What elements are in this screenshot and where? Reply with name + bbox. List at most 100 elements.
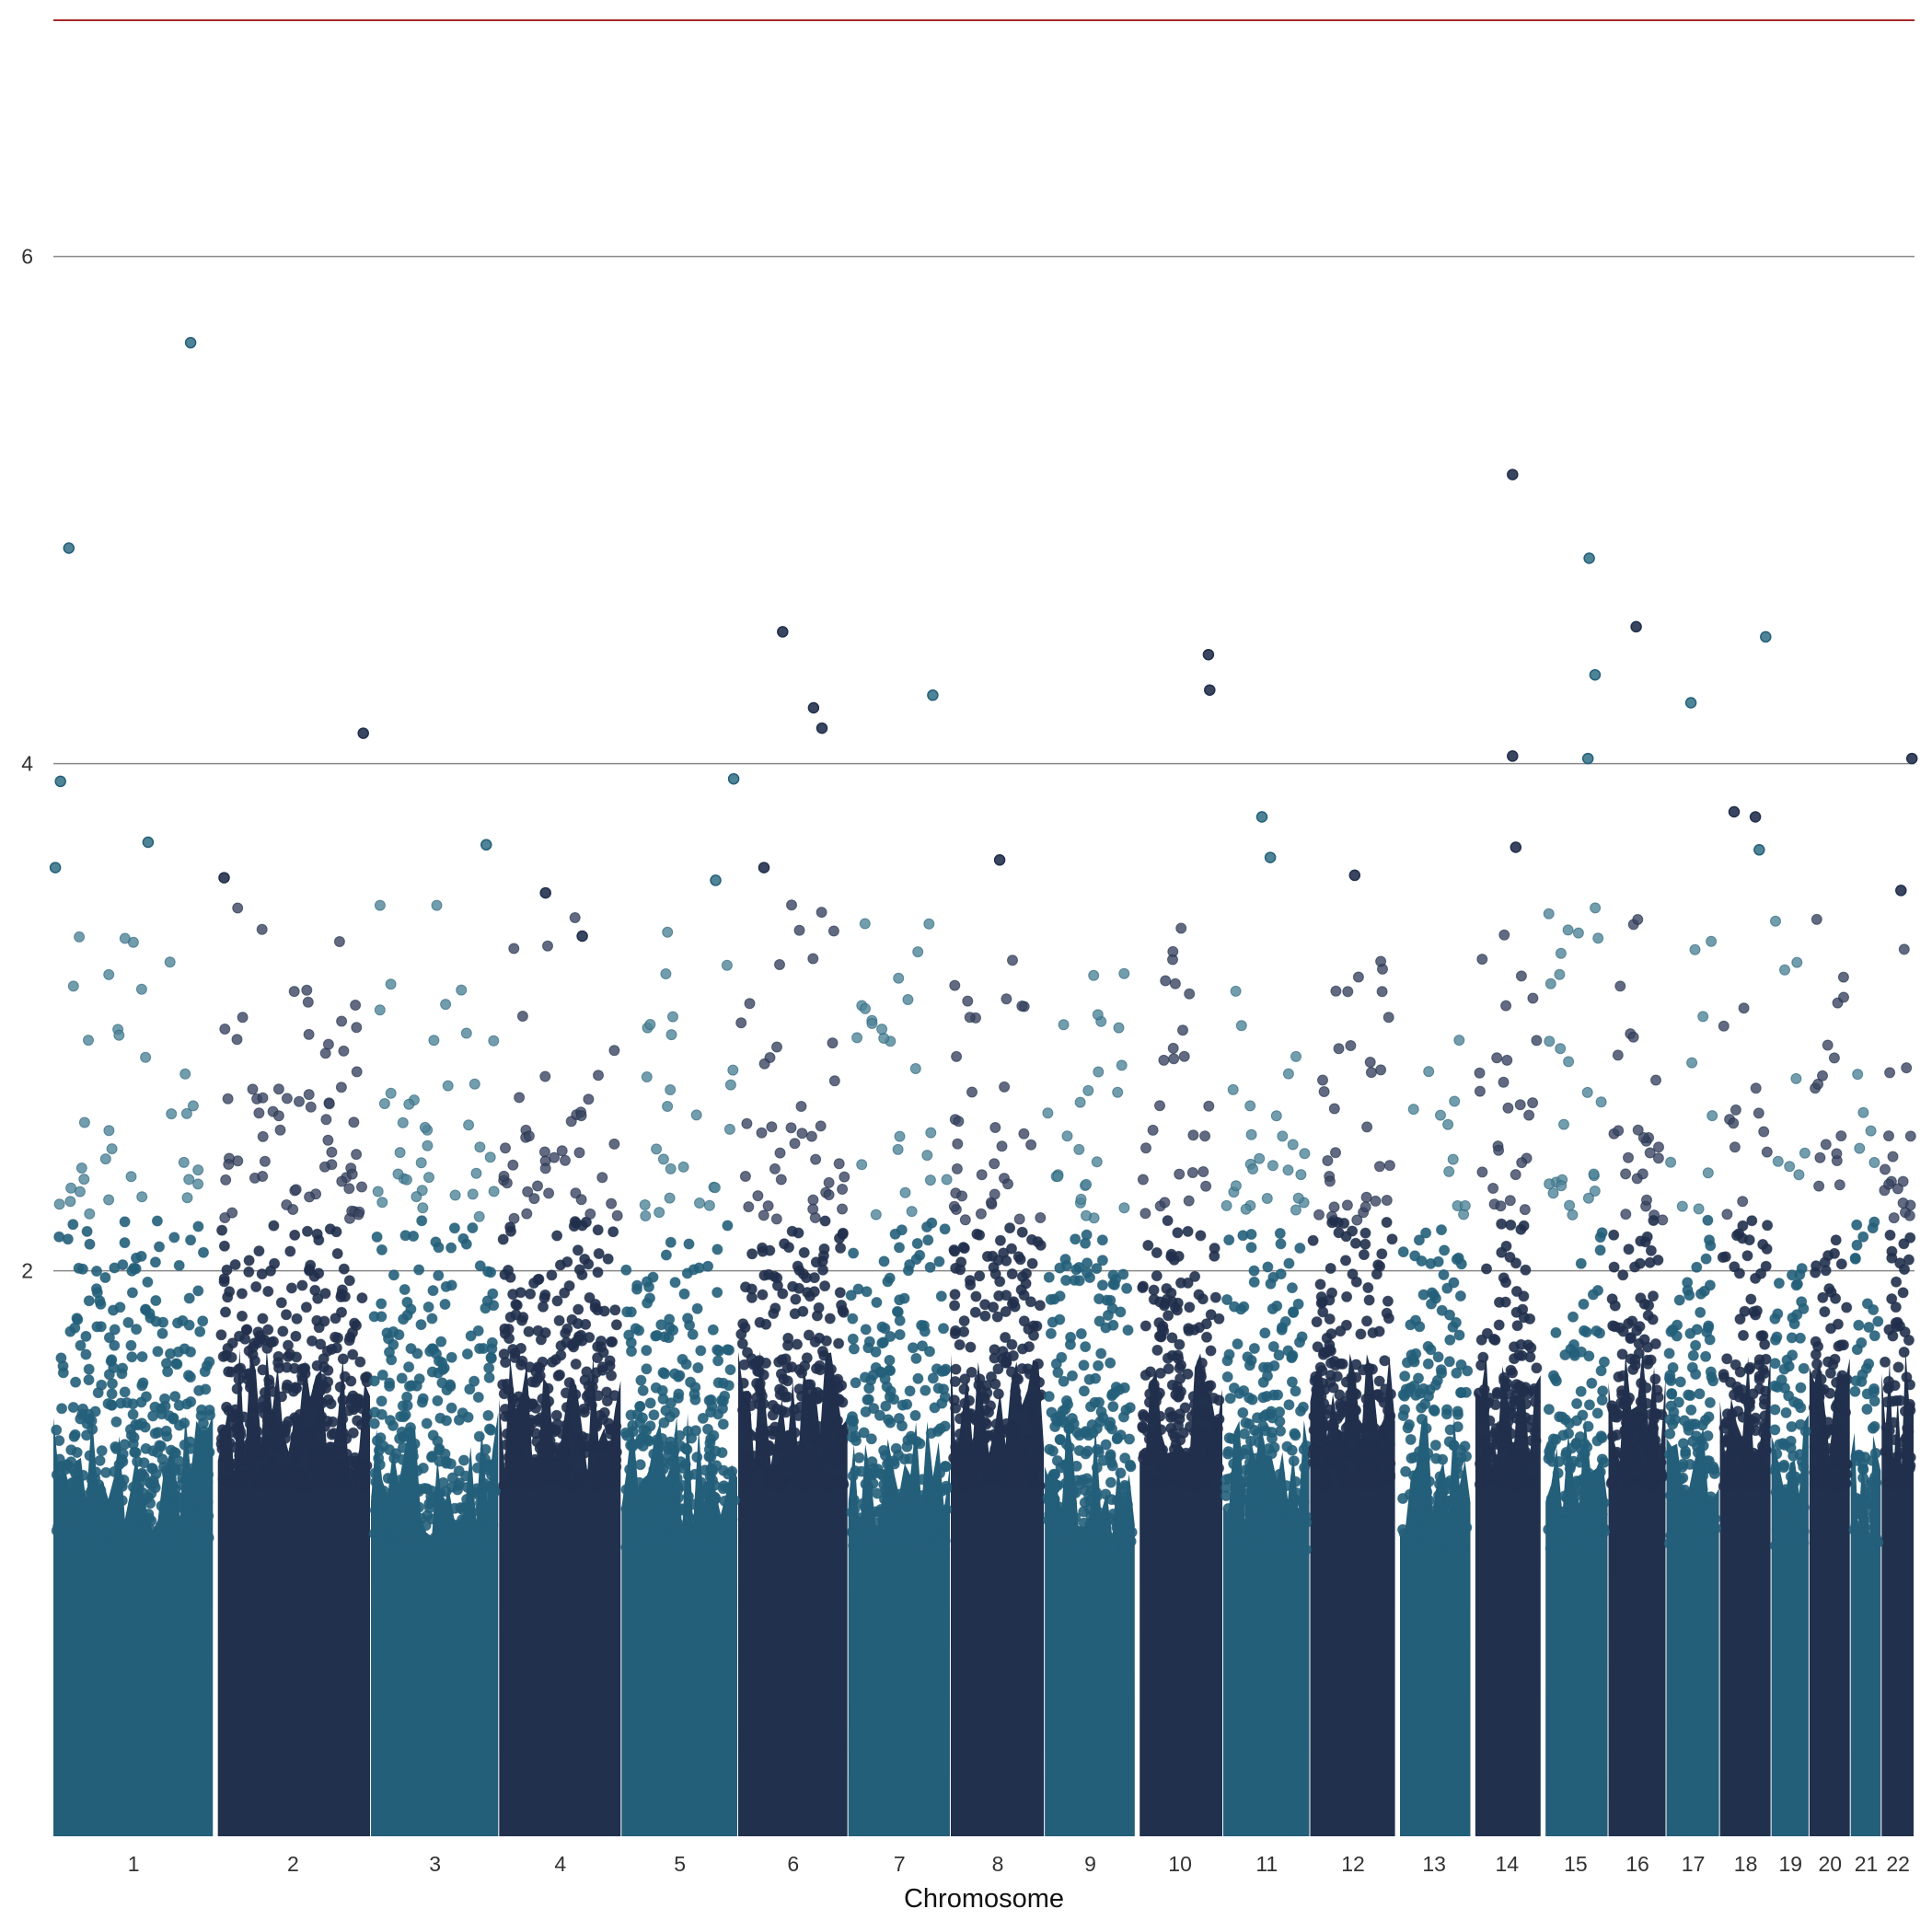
snp-point [1690, 1339, 1702, 1351]
snp-point [311, 1228, 323, 1240]
snp-point [1677, 1438, 1689, 1450]
snp-point [768, 1308, 780, 1319]
snp-point [1666, 1451, 1678, 1463]
snp-point [439, 1448, 451, 1460]
snp-point [1228, 1382, 1240, 1394]
snp-point [313, 1267, 325, 1279]
snp-point [831, 1458, 843, 1470]
snp-point [1487, 1183, 1499, 1194]
snp-point [851, 1032, 863, 1044]
snp-point [954, 1264, 966, 1276]
snp-point [257, 1171, 269, 1182]
snp-point [1120, 1517, 1132, 1528]
snp-point [1495, 1200, 1507, 1212]
snp-point [1737, 1220, 1749, 1232]
snp-point [1400, 1383, 1412, 1395]
snp-point [848, 1343, 860, 1355]
snp-point [1016, 1001, 1028, 1012]
snp-point [522, 1186, 534, 1197]
snp-point [941, 1504, 953, 1515]
snp-point [473, 1430, 485, 1442]
snp-point [1526, 1414, 1537, 1426]
snp-point [1828, 1052, 1840, 1064]
snp-point [739, 1171, 751, 1182]
snp-point [815, 1364, 826, 1376]
snp-point [445, 1402, 457, 1414]
snp-point [634, 1459, 646, 1471]
snp-point [501, 1378, 513, 1390]
snp-point [347, 1390, 359, 1402]
snp-point [837, 1435, 849, 1447]
snp-point [1035, 1212, 1047, 1223]
snp-point [1769, 1464, 1781, 1476]
snp-point [644, 1535, 656, 1547]
snp-point [647, 1271, 659, 1283]
snp-point [1543, 908, 1555, 920]
snp-point [1112, 1086, 1124, 1098]
snp-point [651, 1143, 663, 1155]
snp-point [1340, 1376, 1352, 1388]
snp-point [801, 1352, 813, 1364]
snp-point [802, 1287, 814, 1299]
snp-point [1755, 1267, 1767, 1279]
snp-point [1024, 1435, 1035, 1446]
snp-point [606, 1336, 617, 1348]
snp-point [689, 1468, 701, 1480]
snp-point [84, 1238, 96, 1250]
snp-point [989, 1122, 1001, 1133]
snp-point [1151, 1344, 1163, 1356]
snp-point [1178, 1050, 1190, 1062]
snp-point [608, 1138, 620, 1150]
snp-point [1169, 978, 1181, 989]
snp-point [192, 1285, 204, 1297]
snp-point [153, 1539, 165, 1551]
snp-point [1105, 1294, 1116, 1306]
snp-point [185, 1234, 197, 1246]
snp-point [349, 1452, 361, 1463]
snp-point [1620, 1168, 1632, 1180]
snp-point [113, 1459, 125, 1471]
snp-point [1430, 1452, 1442, 1464]
snp-point [1475, 1334, 1487, 1346]
snp-point [923, 1526, 935, 1538]
snp-point [1369, 1461, 1381, 1473]
snp-point [625, 1306, 637, 1318]
snp-point [1341, 1199, 1353, 1211]
snp-point [498, 1170, 510, 1182]
snp-point [264, 1411, 276, 1423]
snp-point [422, 1301, 434, 1313]
snp-point [694, 1197, 705, 1209]
snp-point [1074, 1096, 1086, 1108]
snp-point [1633, 1461, 1645, 1473]
snp-point [1608, 1476, 1619, 1488]
snp-point [1761, 1146, 1773, 1158]
snp-point [642, 1490, 654, 1502]
snp-point [474, 1498, 486, 1510]
snp-point [395, 1528, 407, 1540]
snp-point [570, 1389, 582, 1400]
snp-point [251, 1426, 263, 1438]
snp-point [271, 1427, 283, 1439]
snp-point [1696, 1499, 1707, 1510]
snp-point [1042, 1107, 1054, 1119]
snp-point [1634, 1257, 1646, 1269]
snp-point [446, 1539, 458, 1550]
snp-point [1524, 1313, 1536, 1325]
snp-point [543, 1187, 555, 1199]
snp-point [1137, 1282, 1149, 1293]
snp-point [1237, 1230, 1249, 1242]
snp-point [1860, 1362, 1872, 1374]
snp-point [751, 1392, 763, 1404]
snp-point [1552, 1467, 1564, 1479]
snp-point [1349, 1237, 1361, 1249]
snp-point [1070, 1233, 1082, 1245]
snp-point [752, 1190, 764, 1202]
snp-point [1647, 1478, 1659, 1490]
snp-point [1453, 1329, 1465, 1341]
snp-point [1166, 1349, 1178, 1361]
snp-point [657, 1486, 669, 1497]
snp-point [254, 1474, 266, 1486]
snp-point [1834, 1179, 1845, 1191]
snp-point [1493, 1144, 1505, 1156]
snp-point [396, 1494, 408, 1505]
